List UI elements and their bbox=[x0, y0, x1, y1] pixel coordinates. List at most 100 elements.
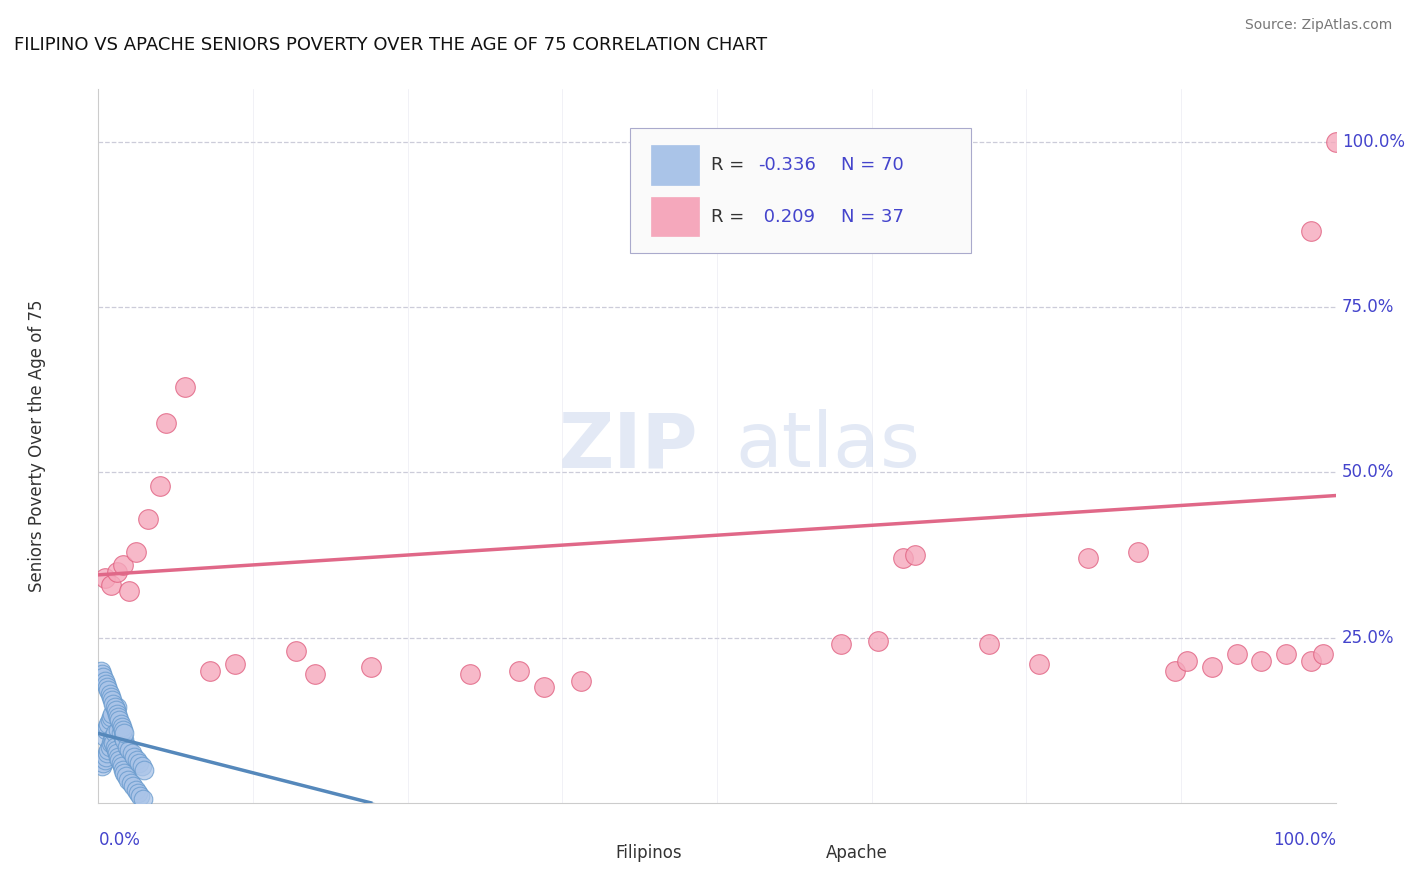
Point bbox=[103, 697, 125, 711]
Point bbox=[91, 759, 114, 773]
Point bbox=[1077, 551, 1099, 566]
Text: Source: ZipAtlas.com: Source: ZipAtlas.com bbox=[1244, 18, 1392, 32]
Point bbox=[105, 746, 128, 760]
Text: R =: R = bbox=[711, 156, 749, 174]
Point bbox=[104, 703, 127, 717]
Point bbox=[112, 558, 135, 572]
Point bbox=[118, 743, 141, 757]
Point bbox=[117, 772, 139, 787]
Point bbox=[1299, 224, 1322, 238]
Text: Seniors Poverty Over the Age of 75: Seniors Poverty Over the Age of 75 bbox=[28, 300, 45, 592]
Point bbox=[112, 763, 135, 777]
Point bbox=[458, 667, 481, 681]
Text: 0.0%: 0.0% bbox=[98, 831, 141, 849]
Text: 100.0%: 100.0% bbox=[1341, 133, 1405, 151]
Point bbox=[93, 753, 115, 767]
Point bbox=[96, 720, 118, 734]
Text: N = 37: N = 37 bbox=[841, 208, 904, 226]
Point bbox=[830, 637, 852, 651]
Point bbox=[103, 726, 125, 740]
Point bbox=[1175, 654, 1198, 668]
Point bbox=[124, 782, 146, 797]
Point bbox=[112, 723, 135, 738]
Text: Filipinos: Filipinos bbox=[616, 844, 682, 862]
Point bbox=[360, 660, 382, 674]
Point bbox=[100, 710, 122, 724]
Point bbox=[94, 677, 117, 691]
Point bbox=[114, 769, 136, 783]
Point bbox=[94, 723, 117, 738]
Point bbox=[1275, 647, 1298, 661]
Text: Apache: Apache bbox=[825, 844, 887, 862]
Point bbox=[131, 759, 153, 773]
Point bbox=[1164, 664, 1187, 678]
Point bbox=[98, 687, 121, 701]
Point bbox=[101, 733, 124, 747]
Point bbox=[100, 690, 122, 704]
Point bbox=[285, 644, 308, 658]
Point bbox=[129, 789, 152, 804]
Point bbox=[155, 416, 177, 430]
Point bbox=[891, 551, 914, 566]
Point bbox=[112, 733, 135, 747]
Point bbox=[121, 746, 143, 760]
Point bbox=[115, 739, 138, 754]
Point bbox=[304, 667, 326, 681]
Point bbox=[110, 726, 132, 740]
Point bbox=[1028, 657, 1050, 671]
Point bbox=[101, 693, 124, 707]
Bar bbox=[651, 197, 699, 236]
Point bbox=[132, 792, 155, 806]
Point bbox=[97, 683, 120, 698]
Point bbox=[1126, 545, 1149, 559]
Point bbox=[108, 753, 131, 767]
Point bbox=[107, 723, 129, 738]
Point bbox=[108, 713, 131, 727]
Point bbox=[124, 749, 146, 764]
Text: atlas: atlas bbox=[735, 409, 921, 483]
Point bbox=[104, 743, 127, 757]
Text: 0.209: 0.209 bbox=[758, 208, 815, 226]
Point bbox=[136, 511, 159, 525]
Point bbox=[93, 670, 115, 684]
Text: R =: R = bbox=[711, 208, 749, 226]
Point bbox=[127, 786, 149, 800]
Point bbox=[1201, 660, 1223, 674]
Point bbox=[979, 637, 1001, 651]
Point bbox=[96, 746, 118, 760]
Point bbox=[120, 776, 142, 790]
Point bbox=[508, 664, 530, 678]
Point bbox=[866, 634, 889, 648]
Point bbox=[96, 680, 118, 694]
Point bbox=[94, 749, 117, 764]
Point bbox=[1226, 647, 1249, 661]
Point bbox=[91, 667, 114, 681]
Point bbox=[105, 706, 128, 721]
Point bbox=[98, 739, 121, 754]
Point bbox=[128, 756, 150, 771]
Text: ZIP: ZIP bbox=[560, 409, 699, 483]
Point bbox=[134, 763, 156, 777]
Point bbox=[90, 664, 112, 678]
Point bbox=[224, 657, 246, 671]
Point bbox=[97, 743, 120, 757]
FancyBboxPatch shape bbox=[630, 128, 970, 253]
Point bbox=[1250, 654, 1272, 668]
Text: -0.336: -0.336 bbox=[758, 156, 815, 174]
Point bbox=[93, 730, 115, 744]
Point bbox=[198, 664, 221, 678]
Bar bbox=[651, 145, 699, 185]
Point bbox=[98, 713, 121, 727]
Point bbox=[904, 548, 927, 562]
Text: 100.0%: 100.0% bbox=[1272, 831, 1336, 849]
Point bbox=[105, 700, 128, 714]
Point bbox=[105, 565, 128, 579]
Point bbox=[118, 584, 141, 599]
Point bbox=[112, 726, 135, 740]
Point bbox=[533, 680, 555, 694]
Point bbox=[93, 571, 115, 585]
Point bbox=[103, 739, 125, 754]
Point bbox=[103, 736, 125, 750]
Point bbox=[97, 716, 120, 731]
Point bbox=[149, 478, 172, 492]
